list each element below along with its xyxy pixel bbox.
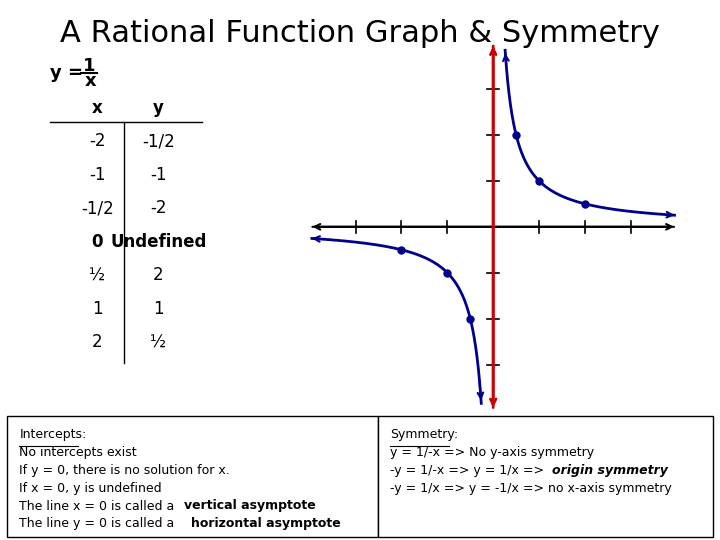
Text: The line y = 0 is called a: The line y = 0 is called a xyxy=(19,517,179,530)
Text: Symmetry:: Symmetry: xyxy=(390,428,459,441)
Text: If y = 0, there is no solution for x.: If y = 0, there is no solution for x. xyxy=(19,464,230,477)
Text: 1: 1 xyxy=(83,57,95,75)
Text: -2: -2 xyxy=(89,132,105,151)
Text: vertical asymptote: vertical asymptote xyxy=(184,500,315,512)
Text: 1: 1 xyxy=(153,300,163,318)
Text: y = 1/-x => No y-axis symmetry: y = 1/-x => No y-axis symmetry xyxy=(390,446,595,459)
Text: 1: 1 xyxy=(92,300,102,318)
Text: .: . xyxy=(286,517,290,530)
Text: -1/2: -1/2 xyxy=(142,132,175,151)
Text: x: x xyxy=(84,72,96,90)
Text: If x = 0, y is undefined: If x = 0, y is undefined xyxy=(19,482,162,495)
Text: Intercepts:: Intercepts: xyxy=(19,428,86,441)
Text: No intercepts exist: No intercepts exist xyxy=(19,446,137,459)
Text: Undefined: Undefined xyxy=(110,233,207,251)
Text: y =: y = xyxy=(50,64,90,82)
Text: ½: ½ xyxy=(150,333,166,352)
Text: -1: -1 xyxy=(150,166,166,184)
Text: 2: 2 xyxy=(92,333,102,352)
Text: horizontal asymptote: horizontal asymptote xyxy=(191,517,341,530)
Text: .: . xyxy=(270,500,274,512)
Text: x: x xyxy=(92,99,102,117)
Text: The line x = 0 is called a: The line x = 0 is called a xyxy=(19,500,179,512)
Text: -2: -2 xyxy=(150,199,166,218)
Text: A Rational Function Graph & Symmetry: A Rational Function Graph & Symmetry xyxy=(60,19,660,48)
Text: -1/2: -1/2 xyxy=(81,199,114,218)
Text: -y = 1/-x => y = 1/x =>: -y = 1/-x => y = 1/x => xyxy=(390,464,548,477)
Text: -1: -1 xyxy=(89,166,105,184)
Text: -y = 1/x => y = -1/x => no x-axis symmetry: -y = 1/x => y = -1/x => no x-axis symmet… xyxy=(390,482,672,495)
Text: origin symmetry: origin symmetry xyxy=(552,464,668,477)
Text: ½: ½ xyxy=(89,266,105,285)
Text: 0: 0 xyxy=(91,233,103,251)
Text: 2: 2 xyxy=(153,266,163,285)
Text: y: y xyxy=(153,99,164,117)
